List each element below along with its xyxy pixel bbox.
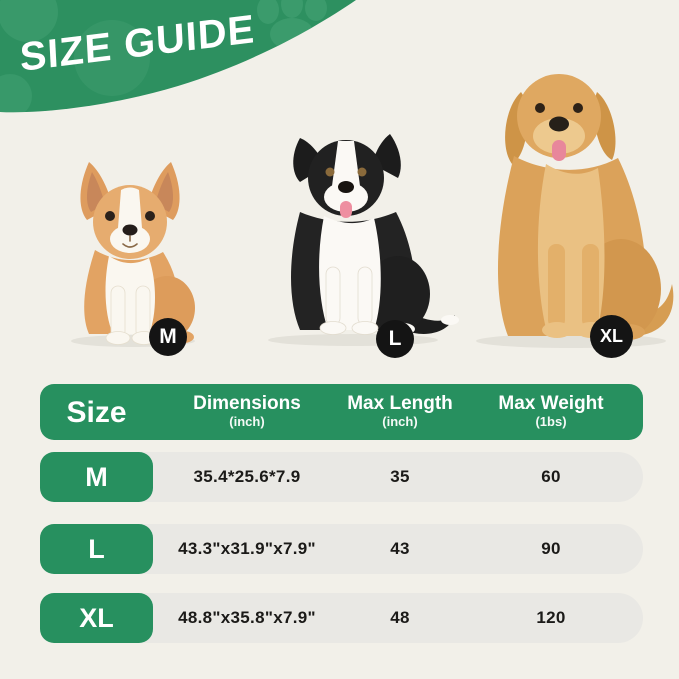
max-weight-cell: 60 bbox=[541, 467, 561, 486]
dimensions-cell: 43.3"x31.9"x7.9" bbox=[178, 539, 316, 558]
dimensions-cell: 35.4*25.6*7.9 bbox=[193, 467, 301, 486]
dimensions-cell: 48.8"x35.8"x7.9" bbox=[178, 608, 316, 627]
column-header-dimensions: Dimensions (inch) bbox=[193, 393, 301, 430]
table-row-l: L 43.3"x31.9"x7.9" 43 90 bbox=[40, 524, 643, 574]
banner-shape bbox=[0, 0, 356, 113]
max-length-cell: 43 bbox=[390, 539, 410, 558]
column-header-max-length: Max Length (inch) bbox=[347, 393, 453, 430]
max-length-cell: 35 bbox=[390, 467, 410, 486]
max-length-cell: 48 bbox=[390, 608, 410, 627]
corgi-dog-photo bbox=[71, 162, 195, 347]
max-weight-cell: 120 bbox=[536, 608, 566, 627]
golden-retriever-dog-photo bbox=[476, 74, 674, 348]
table-row-m: M 35.4*25.6*7.9 35 60 bbox=[40, 452, 643, 502]
column-header-max-weight: Max Weight (1bs) bbox=[498, 393, 604, 430]
size-table: Size Dimensions (inch) Max Length (inch)… bbox=[40, 384, 643, 643]
table-row-xl: XL 48.8"x35.8"x7.9" 48 120 bbox=[40, 593, 643, 643]
size-badge-m: M bbox=[149, 318, 187, 356]
size-cell: L bbox=[40, 524, 153, 574]
size-guide-banner bbox=[0, 0, 356, 113]
table-header: Size Dimensions (inch) Max Length (inch)… bbox=[40, 384, 643, 440]
border-collie-dog-photo bbox=[268, 134, 459, 346]
size-cell: XL bbox=[40, 593, 153, 643]
size-badge-xl: XL bbox=[590, 315, 633, 358]
size-cell: M bbox=[40, 452, 153, 502]
column-header-size: Size bbox=[66, 395, 127, 429]
size-badge-l: L bbox=[376, 320, 414, 358]
max-weight-cell: 90 bbox=[541, 539, 561, 558]
